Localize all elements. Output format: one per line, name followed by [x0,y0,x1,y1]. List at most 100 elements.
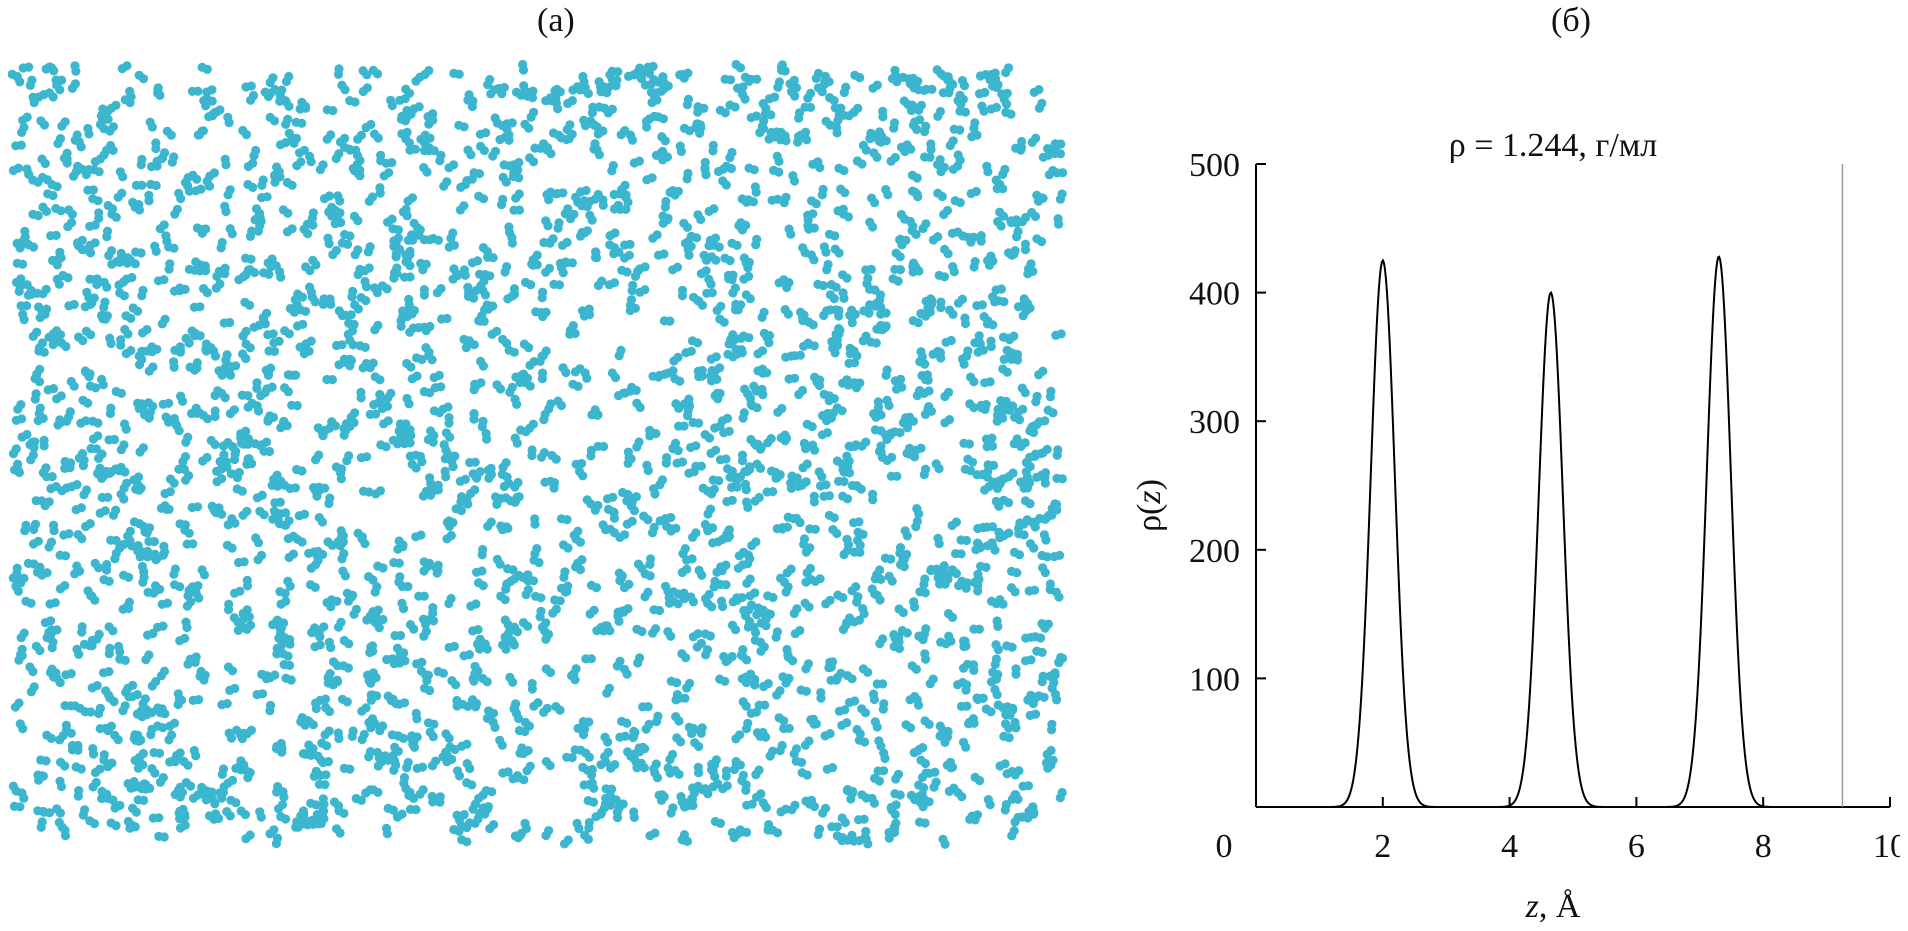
particle [900,526,910,536]
particle [397,598,407,608]
particle [66,728,76,738]
particle [227,229,237,239]
particle [478,581,488,591]
particle [198,410,208,420]
particle [814,824,825,834]
particle [859,814,869,824]
particle [375,389,385,400]
particle [876,741,886,751]
particle [1043,405,1053,415]
particle [963,346,973,356]
particle [116,335,126,345]
particle [524,721,535,731]
particle [171,419,181,429]
particle [821,599,831,609]
particle [623,489,633,499]
particle [348,726,358,736]
particle [158,773,168,783]
particle [582,495,592,505]
particle [837,833,848,843]
particle [310,642,320,652]
particle [1040,416,1050,426]
particle [1046,745,1056,756]
particle [543,221,553,231]
particle [301,306,311,316]
particle [167,730,177,740]
particle [627,286,637,296]
particle [693,338,703,348]
particle [388,435,398,445]
particle [169,362,179,372]
particle [200,261,210,271]
particle [757,346,768,356]
particle [842,534,852,544]
particle [1032,190,1042,200]
particle [661,581,671,591]
particle [864,308,874,318]
particle [1004,63,1014,73]
particle [587,764,597,775]
particle [90,767,101,778]
particle [762,368,772,378]
particle [624,579,634,590]
particle [641,116,652,127]
particle [539,707,549,718]
particle [1004,733,1014,743]
particle [798,479,808,489]
particle [392,812,402,822]
particle [845,349,855,359]
particle [763,438,773,448]
particle [683,245,693,255]
particle [343,239,353,249]
particle [246,95,256,105]
particle [500,595,510,605]
particle [822,764,832,774]
particle [777,65,787,75]
particle [719,651,729,662]
particle [89,293,99,303]
particle [537,374,548,384]
particle [1002,641,1012,651]
particle [682,174,692,184]
particle [241,130,252,140]
particle [436,382,446,392]
particle [119,494,129,504]
particle [544,404,554,414]
particle [693,762,703,772]
particle [56,781,67,792]
particle [159,275,169,285]
particle [681,653,691,663]
particle [394,655,405,665]
particle [284,128,294,138]
particle [44,497,54,507]
particle [415,72,425,82]
particle [879,699,889,709]
particle [643,702,653,712]
particle [327,417,337,427]
particle [865,300,875,310]
particle [261,365,271,375]
particle [945,140,955,151]
particle [852,597,862,607]
particle [849,358,860,368]
particle [99,277,109,287]
particle [597,276,607,286]
particle [914,700,924,710]
particle [700,784,711,794]
particle [19,628,29,638]
particle [122,61,132,71]
particle [161,412,171,422]
particle [403,757,413,768]
particle [148,401,158,411]
particle [915,386,925,396]
particle [541,267,551,277]
particle [707,602,717,612]
particle [632,624,642,634]
particle [37,817,47,827]
particle [1029,87,1039,97]
particle [614,803,624,813]
particle [724,426,734,436]
particle [578,71,588,82]
